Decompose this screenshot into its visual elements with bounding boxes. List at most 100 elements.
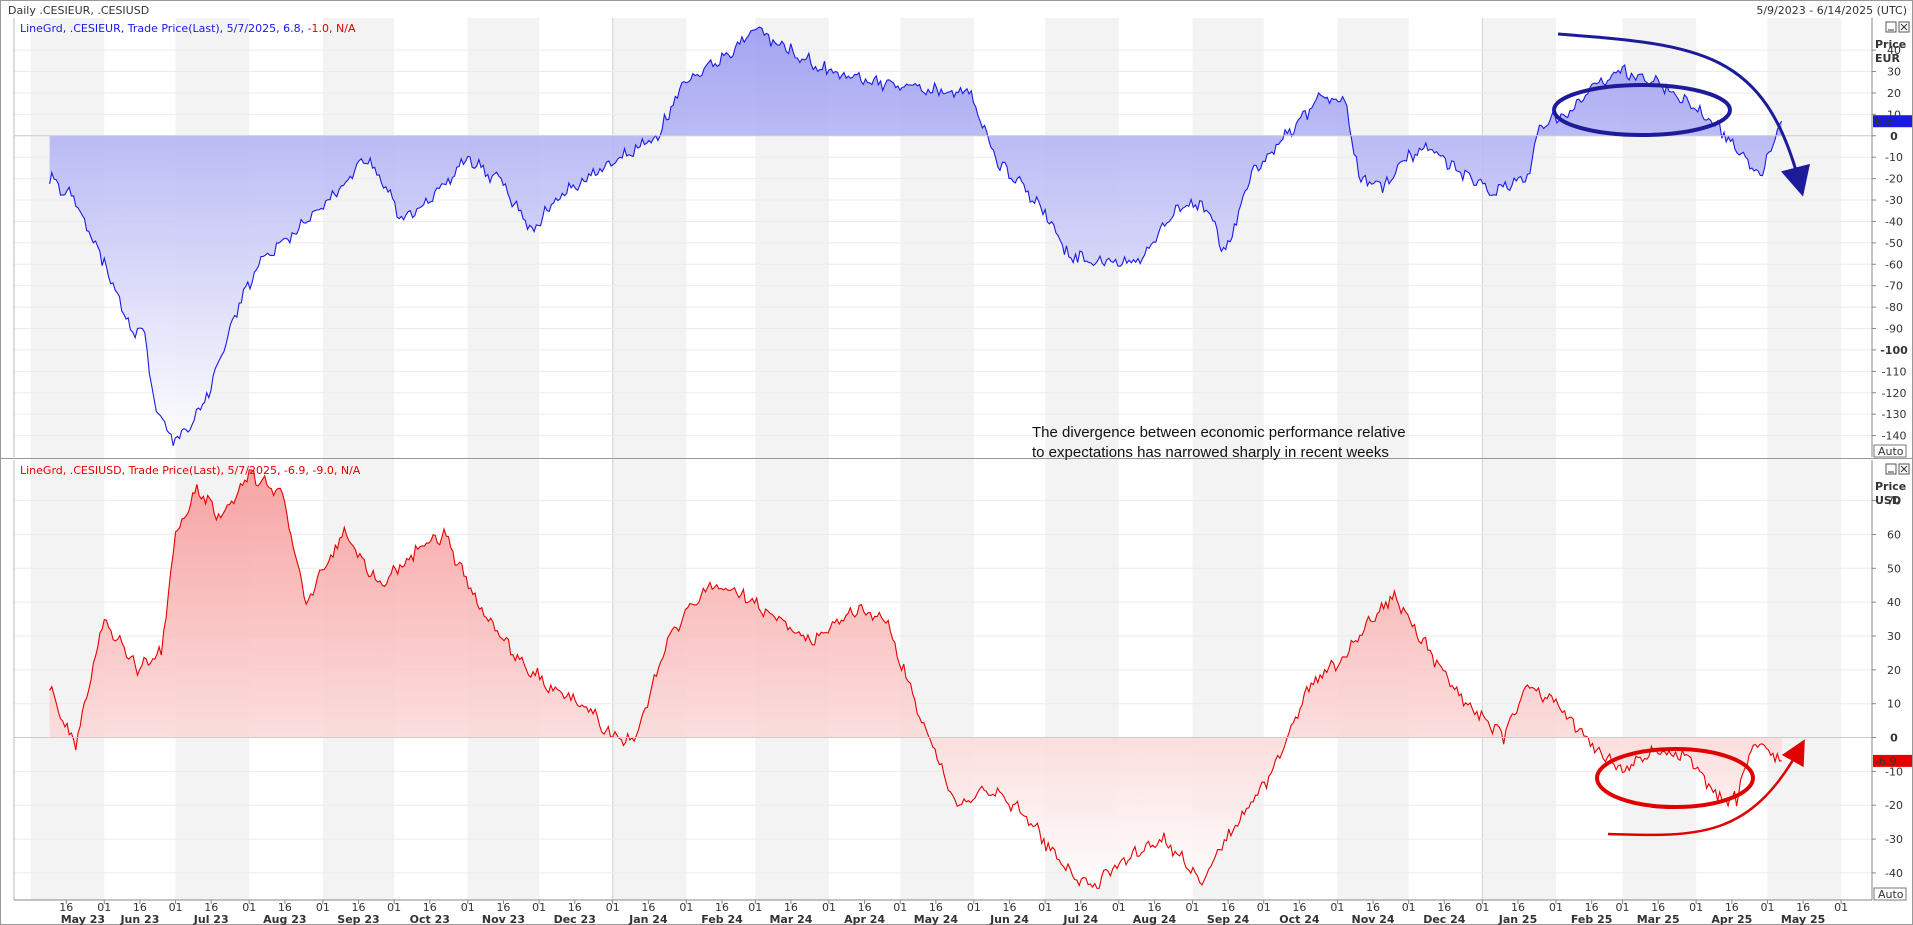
x-tick-label: 16 xyxy=(1366,901,1380,914)
x-month-label: Jun 24 xyxy=(989,913,1029,925)
auto-scale-label: Auto xyxy=(1878,445,1904,458)
x-tick-label: 16 xyxy=(1437,901,1451,914)
x-tick-label: 01 xyxy=(97,901,111,914)
x-tick-label: 01 xyxy=(1760,901,1774,914)
axis-title-currency: EUR xyxy=(1875,52,1900,65)
x-tick-label: 16 xyxy=(1725,901,1739,914)
x-month-label: Jan 24 xyxy=(628,913,668,925)
x-tick-label: 16 xyxy=(715,901,729,914)
x-tick-label: 01 xyxy=(679,901,693,914)
y-tick-label: -10 xyxy=(1885,765,1903,778)
x-tick-label: 01 xyxy=(1402,901,1416,914)
close-icon xyxy=(1900,465,1908,473)
axis-title-price: Price xyxy=(1875,38,1906,51)
x-month-label: Feb 24 xyxy=(701,913,743,925)
eur-panel: 403020100-10-20-30-40-50-60-70-80-90-100… xyxy=(13,18,1913,458)
auto-scale-button[interactable] xyxy=(1873,444,1907,458)
y-tick-label: -50 xyxy=(1885,237,1903,250)
x-tick-label: 01 xyxy=(748,901,762,914)
y-tick-label: -20 xyxy=(1885,799,1903,812)
x-tick-label: 16 xyxy=(641,901,655,914)
x-tick-label: 16 xyxy=(496,901,510,914)
x-month-label: Aug 23 xyxy=(263,913,306,925)
x-tick-label: 16 xyxy=(352,901,366,914)
x-tick-label: 01 xyxy=(822,901,836,914)
panel-minimize-button[interactable] xyxy=(1885,21,1897,33)
x-tick-label: 16 xyxy=(568,901,582,914)
y-tick-label: -70 xyxy=(1885,280,1903,293)
y-tick-label: 70 xyxy=(1887,495,1901,508)
panel-minimize-button[interactable] xyxy=(1885,463,1897,475)
x-tick-label: 01 xyxy=(1834,901,1848,914)
blue-ellipse-annotation xyxy=(1552,83,1732,137)
x-axis: 16 01 16 01 16 01 16 01 16 01 16 01 16 01 16 01 16 01 16 01… xyxy=(14,899,1872,925)
x-tick-label: 16 xyxy=(858,901,872,914)
x-month-label: Sep 24 xyxy=(1207,913,1250,925)
x-tick-label: 01 xyxy=(967,901,981,914)
x-tick-label: 01 xyxy=(1689,901,1703,914)
x-tick-label: 01 xyxy=(532,901,546,914)
eur-last-value-label: 6.8 xyxy=(1875,115,1893,128)
axis-title-price: Price xyxy=(1875,480,1906,493)
x-tick-label: 01 xyxy=(1112,901,1126,914)
y-tick-label: 10 xyxy=(1887,698,1901,711)
x-tick-label: 16 xyxy=(1074,901,1088,914)
annotation-line-2: to expectations has narrowed sharply in … xyxy=(1032,444,1389,461)
red-arrow-annotation xyxy=(1607,739,1805,837)
eur-area-fill xyxy=(49,27,1782,446)
y-tick-label: -140 xyxy=(1882,430,1907,443)
y-tick-label: 50 xyxy=(1887,562,1901,575)
x-tick-label: 16 xyxy=(929,901,943,914)
auto-scale-button[interactable] xyxy=(1873,887,1907,901)
y-tick-label: 20 xyxy=(1887,664,1901,677)
usd-last-value-badge xyxy=(1873,754,1913,767)
x-month-label: Dec 24 xyxy=(1423,913,1466,925)
x-tick-label: 16 xyxy=(133,901,147,914)
close-icon xyxy=(1900,23,1908,31)
x-tick-label: 16 xyxy=(1796,901,1810,914)
x-month-label: May 23 xyxy=(61,913,105,925)
x-tick-label: 16 xyxy=(1651,901,1665,914)
x-month-label: Jul 24 xyxy=(1062,913,1098,925)
x-tick-label: 01 xyxy=(242,901,256,914)
x-month-label: Oct 24 xyxy=(1279,913,1320,925)
x-month-label: Apr 25 xyxy=(1711,913,1752,925)
y-tick-label: -110 xyxy=(1882,365,1907,378)
eur-series-line xyxy=(49,26,1783,446)
x-month-label: Oct 23 xyxy=(410,913,450,925)
x-tick-label: 01 xyxy=(893,901,907,914)
x-tick-label: 01 xyxy=(1616,901,1630,914)
x-tick-label: 01 xyxy=(1475,901,1489,914)
x-tick-label: 16 xyxy=(1147,901,1161,914)
y-tick-label: -30 xyxy=(1885,833,1903,846)
annotations: The divergence between economic performa… xyxy=(1032,32,1810,837)
chart-header-range: 5/9/2023 - 6/14/2025 (UTC) xyxy=(1756,4,1907,17)
y-tick-label: -100 xyxy=(1880,344,1908,357)
x-tick-label: 16 xyxy=(278,901,292,914)
x-tick-label: 01 xyxy=(461,901,475,914)
x-tick-label: 16 xyxy=(1585,901,1599,914)
x-tick-label: 01 xyxy=(1549,901,1563,914)
x-tick-label: 16 xyxy=(423,901,437,914)
x-month-label: Apr 24 xyxy=(844,913,885,925)
y-tick-label: -120 xyxy=(1882,387,1907,400)
x-month-label: Aug 24 xyxy=(1133,913,1177,925)
x-tick-label: 01 xyxy=(1330,901,1344,914)
x-month-label: May 24 xyxy=(914,913,959,925)
x-tick-label: 01 xyxy=(1257,901,1271,914)
eur-legend: LineGrd, .CESIEUR, Trade Price(Last), 5/… xyxy=(20,22,356,35)
axis-title-currency: USD xyxy=(1875,494,1901,507)
x-tick-label: 16 xyxy=(784,901,798,914)
eur-last-value-badge xyxy=(1873,115,1913,128)
x-month-label: Sep 23 xyxy=(337,913,379,925)
y-tick-label: -90 xyxy=(1885,323,1903,336)
chart-header-title: Daily .CESIEUR, .CESIUSD xyxy=(8,4,150,17)
y-tick-label: -20 xyxy=(1885,173,1903,186)
y-tick-label: 0 xyxy=(1890,732,1898,745)
x-month-label: Mar 24 xyxy=(769,913,812,925)
y-tick-label: -10 xyxy=(1885,151,1903,164)
x-tick-label: 16 xyxy=(1221,901,1235,914)
usd-last-value-label: -6.9 xyxy=(1875,755,1896,768)
x-tick-label: 16 xyxy=(1003,901,1017,914)
